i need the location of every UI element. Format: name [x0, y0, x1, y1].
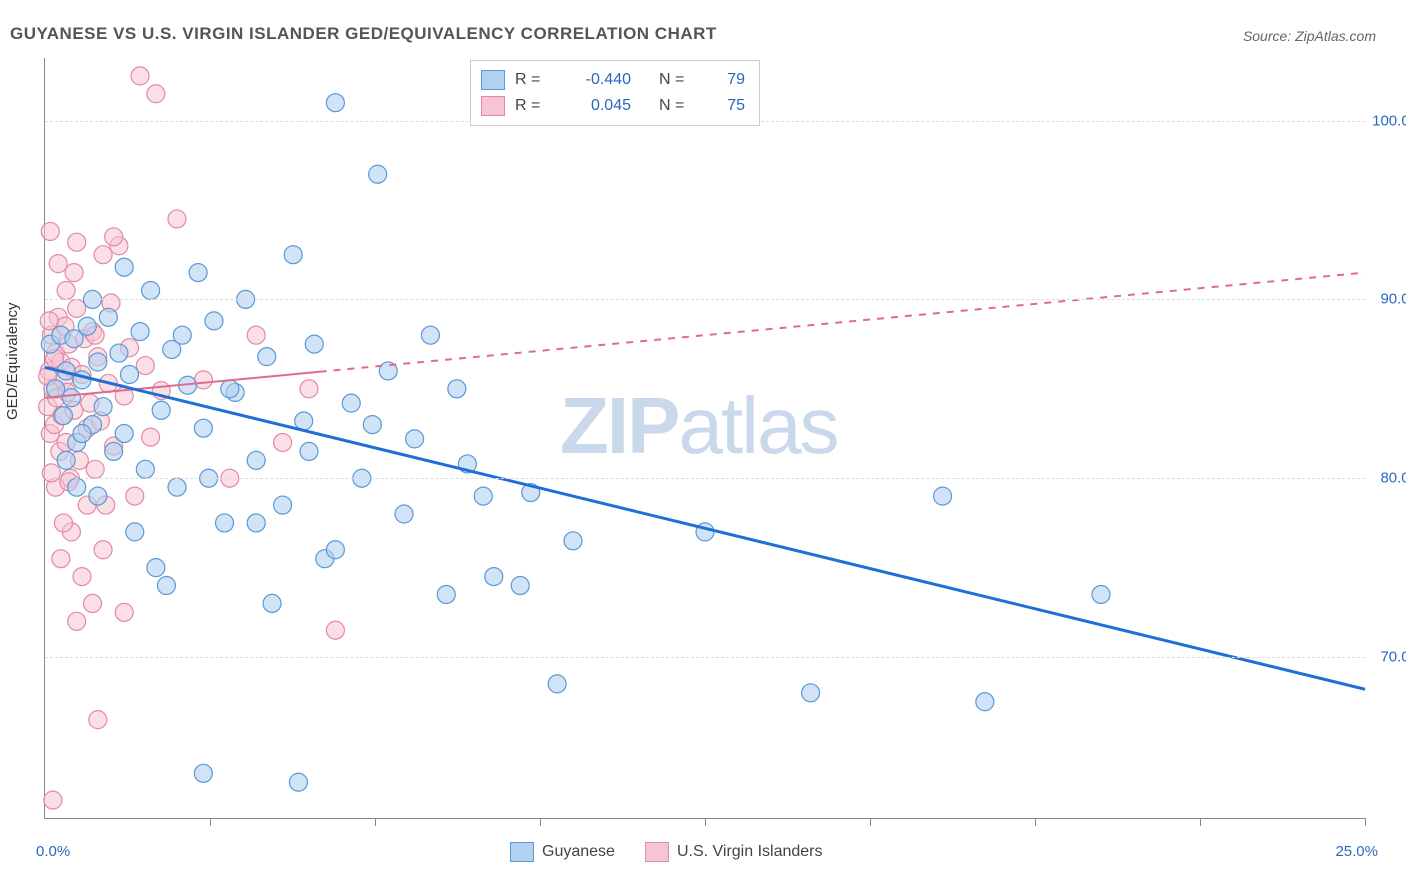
legend-usvi-R: 0.045: [561, 93, 631, 119]
x-tick: [540, 818, 541, 826]
legend-row-guyanese: R = -0.440 N = 79: [481, 67, 745, 93]
gridline: [45, 299, 1365, 300]
legend-N-label: N =: [659, 67, 695, 93]
y-tick-label: 100.0%: [1372, 112, 1406, 129]
swatch-pink: [481, 96, 505, 116]
source-credit: Source: ZipAtlas.com: [1243, 28, 1376, 44]
gridline: [45, 478, 1365, 479]
swatch-blue: [481, 70, 505, 90]
legend-N-label: N =: [659, 93, 695, 119]
y-tick-label: 80.0%: [1380, 470, 1406, 487]
legend-R-label: R =: [515, 93, 551, 119]
x-tick: [705, 818, 706, 826]
legend-row-usvi: R = 0.045 N = 75: [481, 93, 745, 119]
x-tick: [1200, 818, 1201, 826]
correlation-legend: R = -0.440 N = 79 R = 0.045 N = 75: [470, 60, 760, 126]
x-tick: [375, 818, 376, 826]
legend-usvi-label: U.S. Virgin Islanders: [677, 843, 823, 861]
x-tick: [1035, 818, 1036, 826]
legend-guyanese-R: -0.440: [561, 67, 631, 93]
x-tick: [870, 818, 871, 826]
legend-usvi-N: 75: [705, 93, 745, 119]
x-tick-25: 25.0%: [1335, 843, 1378, 860]
legend-guyanese-N: 79: [705, 67, 745, 93]
legend-R-label: R =: [515, 67, 551, 93]
y-axis-title: GED/Equivalency: [4, 302, 21, 420]
legend-guyanese-label: Guyanese: [542, 843, 615, 861]
gridline: [45, 657, 1365, 658]
x-tick-0: 0.0%: [36, 843, 70, 860]
chart-title: GUYANESE VS U.S. VIRGIN ISLANDER GED/EQU…: [10, 24, 717, 44]
series-legend: Guyanese U.S. Virgin Islanders: [510, 842, 822, 862]
y-tick-label: 70.0%: [1380, 649, 1406, 666]
legend-item-usvi: U.S. Virgin Islanders: [645, 842, 823, 862]
swatch-blue: [510, 842, 534, 862]
y-tick-label: 90.0%: [1380, 291, 1406, 308]
swatch-pink: [645, 842, 669, 862]
chart-svg: [45, 58, 1365, 818]
legend-item-guyanese: Guyanese: [510, 842, 615, 862]
x-tick: [1365, 818, 1366, 826]
chart-plot-area: 70.0%80.0%90.0%100.0%: [44, 58, 1365, 819]
x-tick: [210, 818, 211, 826]
